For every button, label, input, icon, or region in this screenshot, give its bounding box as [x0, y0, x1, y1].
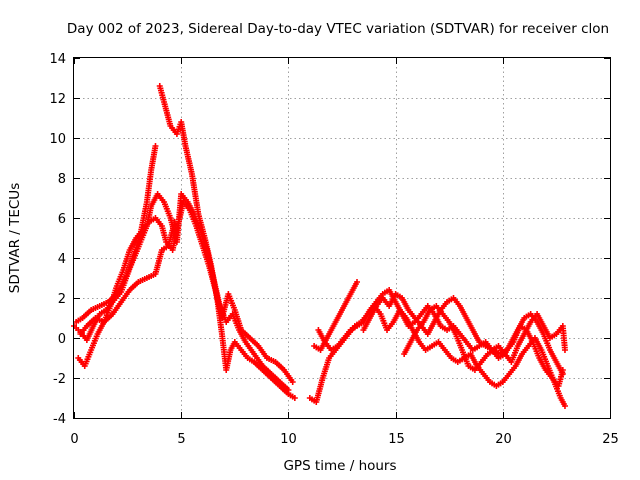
y-tick-label: 2: [58, 292, 66, 307]
data-point: [289, 379, 296, 385]
data-point: [285, 387, 292, 393]
series-track-7: [311, 279, 361, 353]
axis-ticks: 0 5 10 15 20 25 -4 -2 0 2 4 6 8 10 12 14: [49, 52, 618, 447]
y-tick-label: 10: [49, 132, 66, 147]
x-tick-label: 20: [495, 432, 512, 447]
series-track-4: [75, 199, 296, 385]
series-track-3: [73, 191, 292, 393]
data-points: [71, 83, 568, 409]
x-tick-label: 5: [177, 432, 185, 447]
data-point: [559, 367, 566, 373]
data-point: [152, 143, 159, 149]
y-tick-label: 8: [58, 172, 66, 187]
series-track-9: [360, 291, 568, 365]
x-tick-label: 0: [70, 432, 78, 447]
y-tick-label: 4: [58, 252, 66, 267]
data-point: [561, 347, 568, 353]
y-tick-label: -2: [53, 372, 66, 387]
data-point: [171, 219, 178, 225]
grid-lines: [74, 58, 610, 418]
x-tick-label: 10: [280, 432, 297, 447]
y-tick-label: 12: [49, 92, 66, 107]
y-axis-label: SDTVAR / TECUs: [7, 183, 23, 293]
series-track-10: [401, 303, 566, 389]
x-tick-label: 25: [602, 432, 619, 447]
data-point: [561, 403, 568, 409]
plot-frame: [73, 57, 611, 419]
x-axis-label: GPS time / hours: [283, 458, 396, 474]
series-track-5: [77, 219, 178, 337]
y-tick-label: 6: [58, 212, 66, 227]
x-tick-label: 15: [388, 432, 405, 447]
y-tick-label: -4: [53, 412, 66, 427]
y-tick-label: 14: [49, 52, 66, 67]
data-point: [291, 395, 298, 401]
y-tick-label: 0: [58, 332, 66, 347]
chart-title: Day 002 of 2023, Sidereal Day-to-day VTE…: [67, 21, 609, 37]
data-point: [354, 279, 361, 285]
